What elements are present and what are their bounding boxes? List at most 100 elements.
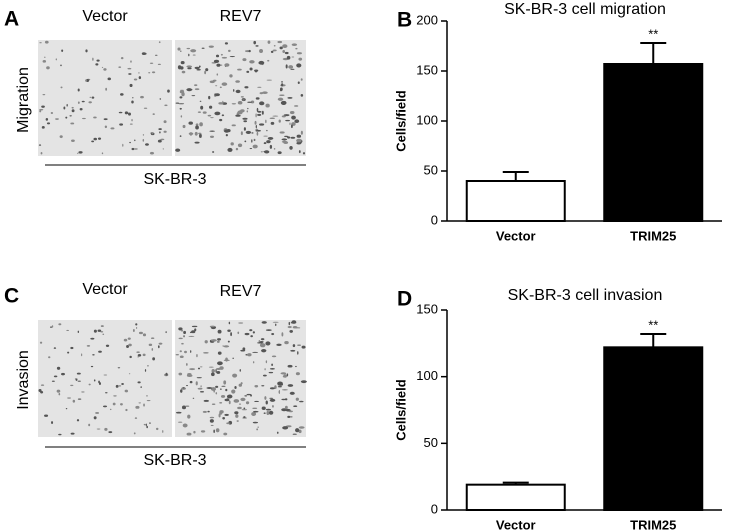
cell-speck bbox=[219, 118, 223, 122]
cell-speck bbox=[296, 52, 302, 55]
cell-speck bbox=[181, 70, 186, 74]
cell-speck bbox=[253, 139, 256, 141]
cell-speck bbox=[281, 115, 286, 118]
cell-speck bbox=[112, 402, 116, 406]
cell-speck bbox=[270, 121, 275, 125]
cell-speck bbox=[241, 409, 248, 411]
cell-speck bbox=[281, 140, 288, 143]
cell-speck bbox=[293, 405, 298, 408]
cell-speck bbox=[70, 346, 74, 350]
cell-speck bbox=[215, 392, 218, 395]
cell-speck bbox=[289, 146, 293, 150]
cell-speck bbox=[282, 50, 286, 54]
cell-speck bbox=[209, 325, 215, 328]
cell-speck bbox=[252, 331, 255, 334]
cell-speck bbox=[210, 339, 217, 342]
cell-speck bbox=[231, 103, 237, 105]
cell-speck bbox=[103, 68, 107, 71]
cell-speck bbox=[70, 432, 75, 435]
cell-speck bbox=[266, 140, 271, 144]
micrograph bbox=[175, 320, 306, 437]
cell-speck bbox=[292, 344, 296, 348]
cell-speck bbox=[175, 353, 179, 356]
cell-speck bbox=[242, 117, 248, 120]
cell-speck bbox=[302, 152, 306, 155]
cell-speck bbox=[194, 141, 200, 144]
cell-speck bbox=[40, 152, 43, 155]
cell-speck bbox=[127, 67, 132, 70]
cell-speck bbox=[195, 123, 199, 127]
cell-speck bbox=[65, 116, 68, 119]
cell-speck bbox=[208, 45, 214, 48]
cell-speck bbox=[186, 432, 192, 436]
cell-speck bbox=[277, 386, 282, 388]
cell-speck bbox=[154, 54, 158, 56]
cell-speck bbox=[42, 60, 47, 63]
cell-speck bbox=[281, 138, 288, 141]
cell-speck bbox=[240, 397, 246, 402]
cell-speck bbox=[93, 379, 96, 382]
y-tick-label: 0 bbox=[431, 212, 438, 227]
cell-speck bbox=[269, 367, 275, 370]
cell-speck bbox=[157, 139, 162, 143]
cell-speck bbox=[291, 115, 296, 120]
cell-speck bbox=[157, 63, 161, 65]
cell-speck bbox=[216, 371, 221, 374]
cell-speck bbox=[220, 388, 222, 390]
cell-speck bbox=[126, 345, 129, 348]
cell-speck bbox=[102, 333, 105, 336]
cell-speck bbox=[165, 372, 168, 376]
cell-speck bbox=[40, 384, 45, 386]
cell-speck bbox=[132, 97, 134, 99]
cell-speck bbox=[127, 337, 131, 340]
cell-speck bbox=[271, 332, 275, 336]
cell-speck bbox=[103, 118, 108, 121]
cell-speck bbox=[244, 332, 250, 336]
cell-speck bbox=[162, 148, 165, 150]
cell-speck bbox=[179, 96, 183, 99]
cell-speck bbox=[263, 135, 268, 137]
cell-speck bbox=[75, 378, 78, 381]
cell-speck bbox=[216, 73, 219, 76]
cell-speck bbox=[134, 139, 136, 142]
cell-speck bbox=[199, 122, 203, 127]
cell-speck bbox=[254, 70, 258, 73]
cell-speck bbox=[215, 54, 220, 58]
cell-speck bbox=[272, 49, 277, 52]
cell-speck bbox=[194, 66, 200, 70]
cell-speck bbox=[226, 422, 230, 425]
cell-speck bbox=[120, 403, 123, 406]
cell-speck bbox=[243, 407, 246, 410]
cell-speck bbox=[162, 430, 164, 434]
cell-speck bbox=[277, 383, 284, 386]
cell-speck bbox=[146, 400, 151, 402]
cell-speck bbox=[284, 51, 289, 55]
cell-speck bbox=[65, 407, 68, 410]
cell-speck bbox=[118, 66, 122, 68]
cell-speck bbox=[273, 148, 276, 150]
column-label: Vector bbox=[82, 281, 128, 298]
cell-speck bbox=[270, 50, 274, 53]
micrograph bbox=[38, 320, 172, 437]
cell-speck bbox=[129, 123, 133, 125]
cell-speck bbox=[244, 140, 247, 143]
cell-speck bbox=[142, 333, 147, 337]
cell-speck bbox=[225, 134, 228, 137]
cell-speck bbox=[89, 96, 92, 98]
cell-speck bbox=[267, 136, 274, 140]
cell-speck bbox=[123, 338, 128, 342]
cell-speck bbox=[39, 109, 44, 111]
cell-speck bbox=[215, 385, 219, 388]
x-tick-label: Vector bbox=[496, 517, 536, 531]
cell-speck bbox=[222, 417, 225, 420]
cell-speck bbox=[287, 364, 293, 368]
cell-speck bbox=[93, 329, 97, 333]
cell-speck bbox=[275, 323, 277, 327]
cell-speck bbox=[42, 93, 46, 96]
cell-speck bbox=[261, 348, 267, 353]
cell-speck bbox=[231, 389, 236, 394]
cell-speck bbox=[131, 118, 133, 122]
cell-speck bbox=[265, 400, 268, 405]
cell-speck bbox=[88, 423, 91, 427]
